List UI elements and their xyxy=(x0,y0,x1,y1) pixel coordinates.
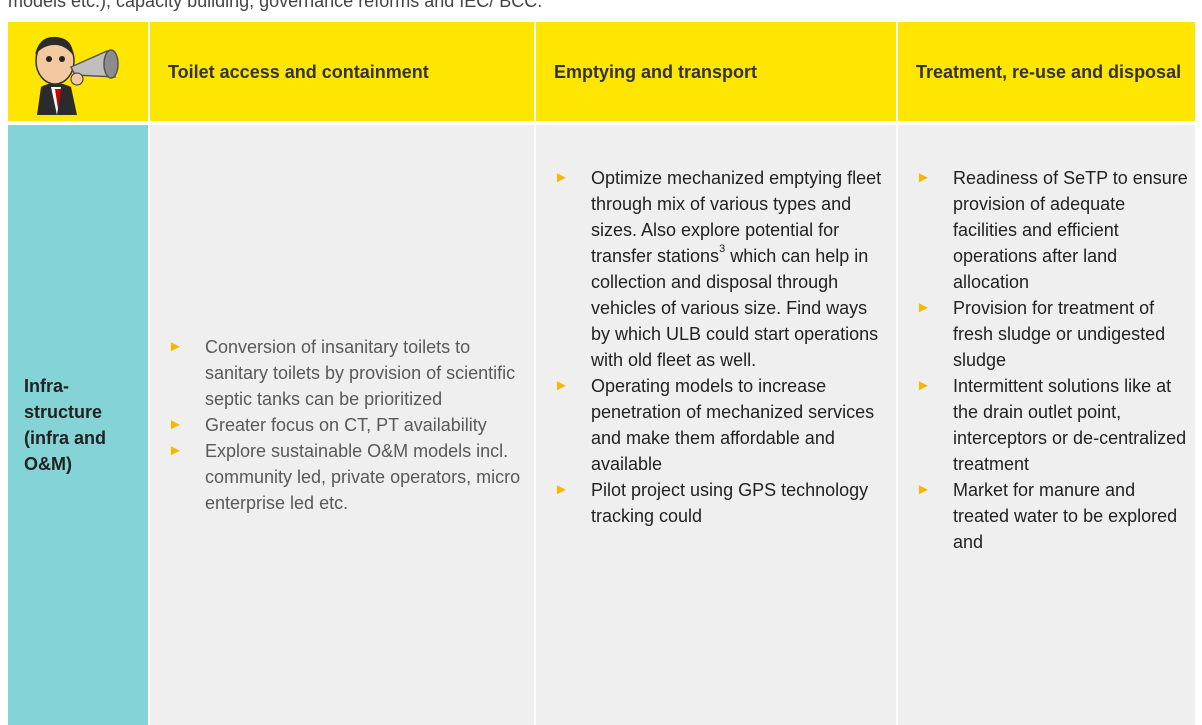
bullet-item: Optimize mechanized emptying fleet throu… xyxy=(554,165,890,373)
header-icon-cell xyxy=(8,22,148,121)
bullet-item: Explore sustainable O&M models incl. com… xyxy=(168,438,524,516)
intro-text: models etc.), capacity building, governa… xyxy=(8,0,543,11)
bullet-list: Conversion of insanitary toilets to sani… xyxy=(168,334,524,516)
bullet-item: Market for manure and treated water to b… xyxy=(916,477,1189,555)
text-run: Optimize mechanized emptying fleet throu… xyxy=(591,168,882,266)
megaphone-man-icon xyxy=(35,36,119,115)
body-cell: Readiness of SeTP to ensure provision of… xyxy=(898,125,1195,725)
bullet-list: Optimize mechanized emptying fleet throu… xyxy=(554,165,890,529)
bullet-item: Readiness of SeTP to ensure provision of… xyxy=(916,165,1189,295)
column-header: Emptying and transport xyxy=(536,22,896,121)
body-cell: Conversion of insanitary toilets to sani… xyxy=(150,125,534,725)
text-run: which can help in collection and disposa… xyxy=(591,246,879,370)
bullet-item: Intermittent solutions like at the drain… xyxy=(916,373,1189,477)
column-header: Toilet access and containment xyxy=(150,22,534,121)
bullet-list: Readiness of SeTP to ensure provision of… xyxy=(916,165,1189,555)
column-header: Treatment, re-use and disposal xyxy=(898,22,1195,121)
bullet-item: Greater focus on CT, PT availability xyxy=(168,412,524,438)
footnote-ref: 3 xyxy=(719,243,726,255)
row-label: Infra-structure (infra and O&M) xyxy=(8,125,148,725)
bullet-item: Conversion of insanitary toilets to sani… xyxy=(168,334,524,412)
bullet-item: Pilot project using GPS technology track… xyxy=(554,477,890,529)
bullet-item: Operating models to increase penetration… xyxy=(554,373,890,477)
bullet-item: Provision for treatment of fresh sludge … xyxy=(916,295,1189,373)
body-cell: Optimize mechanized emptying fleet throu… xyxy=(536,125,896,725)
